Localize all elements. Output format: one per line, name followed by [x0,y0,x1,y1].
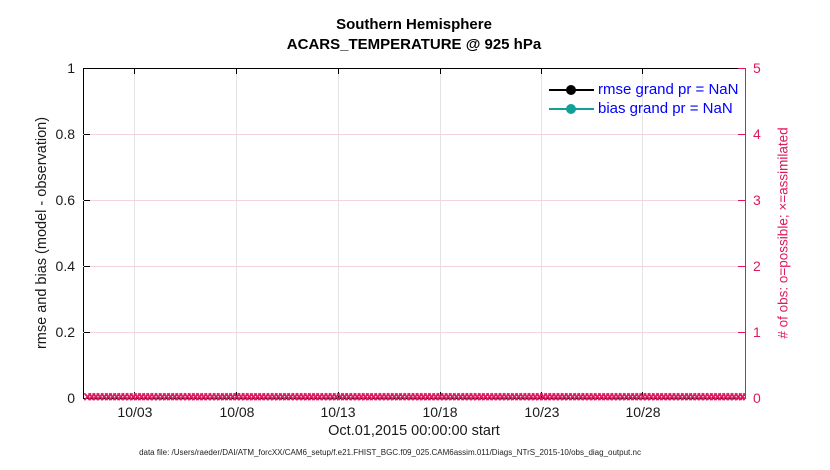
gridline-vertical [236,68,238,398]
tick-mark-right [738,331,745,333]
gridline-horizontal [83,331,745,333]
assimilated-obs-markers: ××××××××××××××××××××××××××××××××××××××××… [83,391,745,405]
left-y-tick-label: 1 [67,60,75,76]
tick-mark-bottom [337,392,339,398]
legend-sample-bias [549,103,594,114]
x-tick-label: 10/08 [219,404,255,420]
left-y-tick-label: 0.4 [55,258,75,274]
tick-mark-left [84,331,90,333]
plot-spine-right [745,68,746,399]
legend: rmse grand pr = NaN bias grand pr = NaN [549,80,738,118]
left-y-tick-label: 0.8 [55,126,75,142]
tick-mark-left [84,199,90,201]
gridline-vertical [134,68,136,398]
tick-mark-bottom [541,392,543,398]
tick-mark-right [738,199,745,201]
gridline-vertical [337,68,339,398]
x-axis-label: Oct.01,2015 00:00:00 start [328,423,500,439]
legend-item-rmse: rmse grand pr = NaN [549,80,738,99]
data-file-annotation: data file: /Users/raeder/DAI/ATM_forcXX/… [139,448,641,457]
gridline-horizontal [83,265,745,267]
gridline-vertical [439,68,441,398]
tick-mark-top [134,68,136,74]
plot-spine-left [83,68,84,399]
right-y-tick-label: 4 [753,126,761,142]
tick-mark-bottom [439,392,441,398]
tick-mark-right [738,133,745,135]
tick-mark-right [738,67,745,69]
x-tick-label: 10/23 [524,404,560,420]
left-y-tick-label: 0.6 [55,192,75,208]
plot-spine-bottom [83,398,746,399]
tick-mark-top [439,68,441,74]
plot-spine-top [83,68,746,69]
tick-mark-left [84,133,90,135]
tick-mark-bottom [642,392,644,398]
tick-mark-top [642,68,644,74]
chart-title-line2: ACARS_TEMPERATURE @ 925 hPa [286,36,542,53]
legend-item-bias: bias grand pr = NaN [549,99,738,118]
x-tick-label: 10/18 [422,404,458,420]
tick-mark-left [84,265,90,267]
x-tick-label: 10/13 [320,404,356,420]
left-y-axis-label: rmse and bias (model - observation) [34,116,50,350]
gridline-vertical [541,68,543,398]
tick-mark-left [84,67,90,69]
gridline-vertical [642,68,644,398]
tick-mark-left [84,397,90,399]
left-y-tick-label: 0.2 [55,324,75,340]
chart-title-line1: Southern Hemisphere [336,16,492,33]
x-tick-label: 10/28 [625,404,661,420]
tick-mark-right [738,397,745,399]
tick-mark-right [738,265,745,267]
legend-label-rmse: rmse grand pr = NaN [598,81,739,98]
right-y-tick-label: 3 [753,192,761,208]
gridline-horizontal [83,133,745,135]
left-y-tick-label: 0 [67,390,75,406]
right-y-tick-label: 1 [753,324,761,340]
gridline-horizontal [83,199,745,201]
tick-mark-top [541,68,543,74]
x-tick-label: 10/03 [117,404,153,420]
tick-mark-bottom [134,392,136,398]
right-y-tick-label: 2 [753,258,761,274]
right-y-axis-label: # of obs: o=possible; ×=assimilated [775,127,791,339]
tick-mark-bottom [236,392,238,398]
legend-label-bias: bias grand pr = NaN [598,100,733,117]
right-y-tick-label: 5 [753,60,761,76]
legend-sample-rmse [549,84,594,95]
tick-mark-top [236,68,238,74]
tick-mark-top [337,68,339,74]
legend-marker-circle-rmse [566,84,576,95]
legend-marker-circle-bias [566,103,576,114]
right-y-tick-label: 0 [753,390,761,406]
